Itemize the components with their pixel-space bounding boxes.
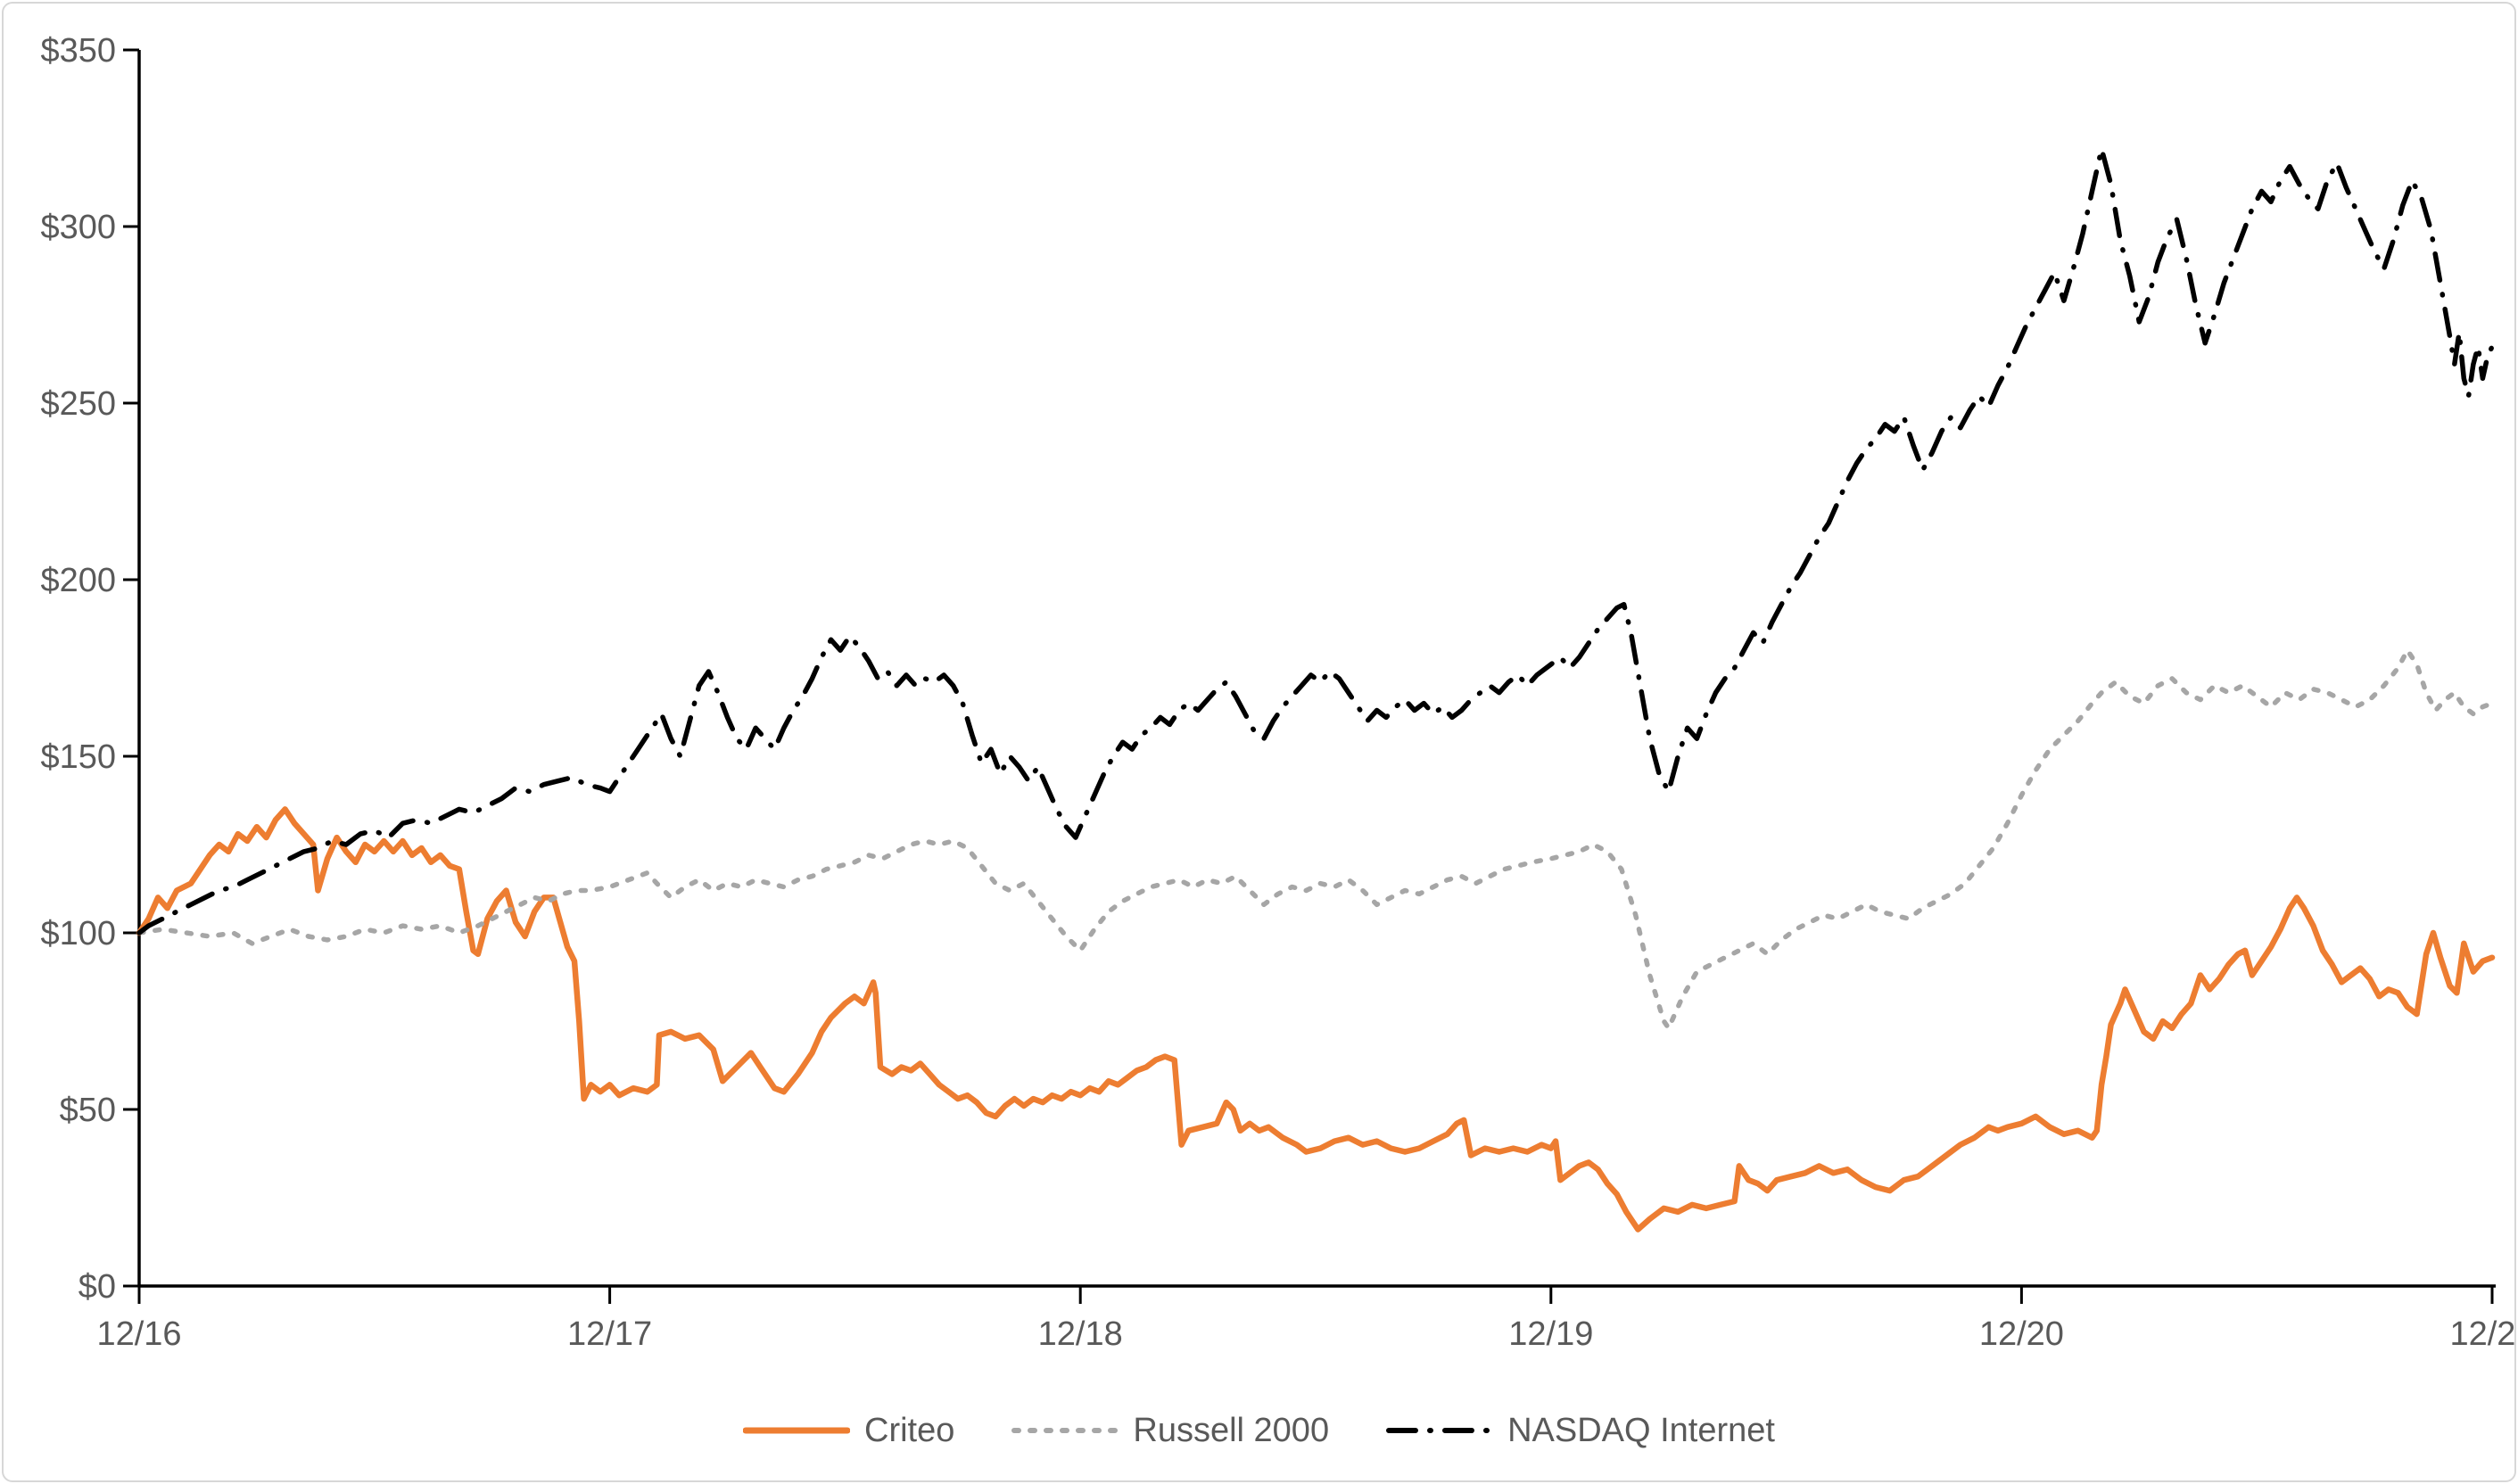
chart-legend: Criteo Russell 2000 NASDAQ Internet bbox=[4, 1404, 2514, 1457]
nasdaq-internet-series-line bbox=[136, 146, 2495, 936]
x-axis-tick-label: 12/20 bbox=[1979, 1315, 2064, 1353]
y-axis-tick-label: $300 bbox=[40, 209, 116, 246]
x-axis-tick-label: 12/17 bbox=[567, 1315, 652, 1353]
legend-label-nasdaq-internet: NASDAQ Internet bbox=[1507, 1411, 1775, 1449]
legend-label-russell-2000: Russell 2000 bbox=[1133, 1411, 1330, 1449]
y-axis-tick-label: $100 bbox=[40, 915, 116, 952]
x-axis-tick-label: 12/16 bbox=[96, 1315, 181, 1353]
y-axis-tick-label: $50 bbox=[60, 1092, 116, 1129]
nasdaq-internet-line-swatch-icon bbox=[1386, 1428, 1494, 1433]
criteo-series-line bbox=[136, 806, 2496, 1233]
y-axis-tick-label: $250 bbox=[40, 385, 116, 423]
y-axis-tick-label: $0 bbox=[78, 1268, 116, 1306]
x-axis-tick-label: 12/19 bbox=[1508, 1315, 1593, 1353]
criteo-line-swatch-icon bbox=[743, 1427, 851, 1434]
x-axis-tick-label: 12/21 bbox=[2449, 1315, 2516, 1353]
y-axis-tick-label: $150 bbox=[40, 738, 116, 776]
legend-label-criteo: Criteo bbox=[864, 1411, 955, 1449]
y-axis-tick-label: $200 bbox=[40, 562, 116, 599]
russell-2000-series-line bbox=[136, 647, 2495, 1031]
x-axis-tick-label: 12/18 bbox=[1038, 1315, 1123, 1353]
russell-2000-line-swatch-icon bbox=[1011, 1428, 1119, 1433]
legend-item-russell-2000: Russell 2000 bbox=[1011, 1412, 1329, 1450]
y-axis-tick-label: $350 bbox=[40, 32, 116, 70]
performance-line-chart: $0 $50 $100 $150 $200 $250 $300 $350 12/16 12/17 1… bbox=[40, 32, 2516, 1353]
legend-item-nasdaq-internet: NASDAQ Internet bbox=[1386, 1412, 1775, 1450]
legend-item-criteo: Criteo bbox=[743, 1412, 954, 1450]
